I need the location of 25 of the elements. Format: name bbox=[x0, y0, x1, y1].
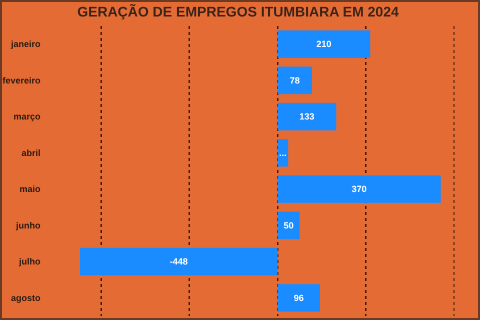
bar bbox=[278, 30, 370, 58]
y-tick-label: julho bbox=[18, 256, 41, 267]
data-label: 133 bbox=[299, 112, 314, 122]
chart-title: GERAÇÃO DE EMPREGOS ITUMBIARA EM 2024 bbox=[77, 4, 399, 20]
y-tick-label: maio bbox=[19, 184, 41, 194]
bar bbox=[278, 102, 336, 130]
bar bbox=[278, 175, 441, 203]
y-tick-label: fevereiro bbox=[2, 75, 41, 86]
data-label: -448 bbox=[170, 256, 188, 267]
bar bbox=[278, 66, 312, 94]
data-label: 96 bbox=[294, 292, 304, 303]
y-tick-label: agosto bbox=[10, 292, 41, 303]
y-tick-label: março bbox=[13, 112, 41, 122]
data-label: 50 bbox=[284, 220, 294, 230]
bar bbox=[278, 139, 288, 167]
bar bbox=[80, 248, 278, 276]
y-tick-label: janeiro bbox=[10, 39, 41, 50]
y-tick-label: junho bbox=[15, 220, 41, 230]
data-label: ... bbox=[279, 148, 287, 158]
data-label: 210 bbox=[316, 39, 332, 50]
bar bbox=[278, 284, 320, 312]
y-tick-label: abril bbox=[21, 148, 40, 158]
bar bbox=[278, 212, 300, 240]
data-label: 78 bbox=[290, 75, 300, 86]
data-label: 370 bbox=[352, 184, 367, 194]
